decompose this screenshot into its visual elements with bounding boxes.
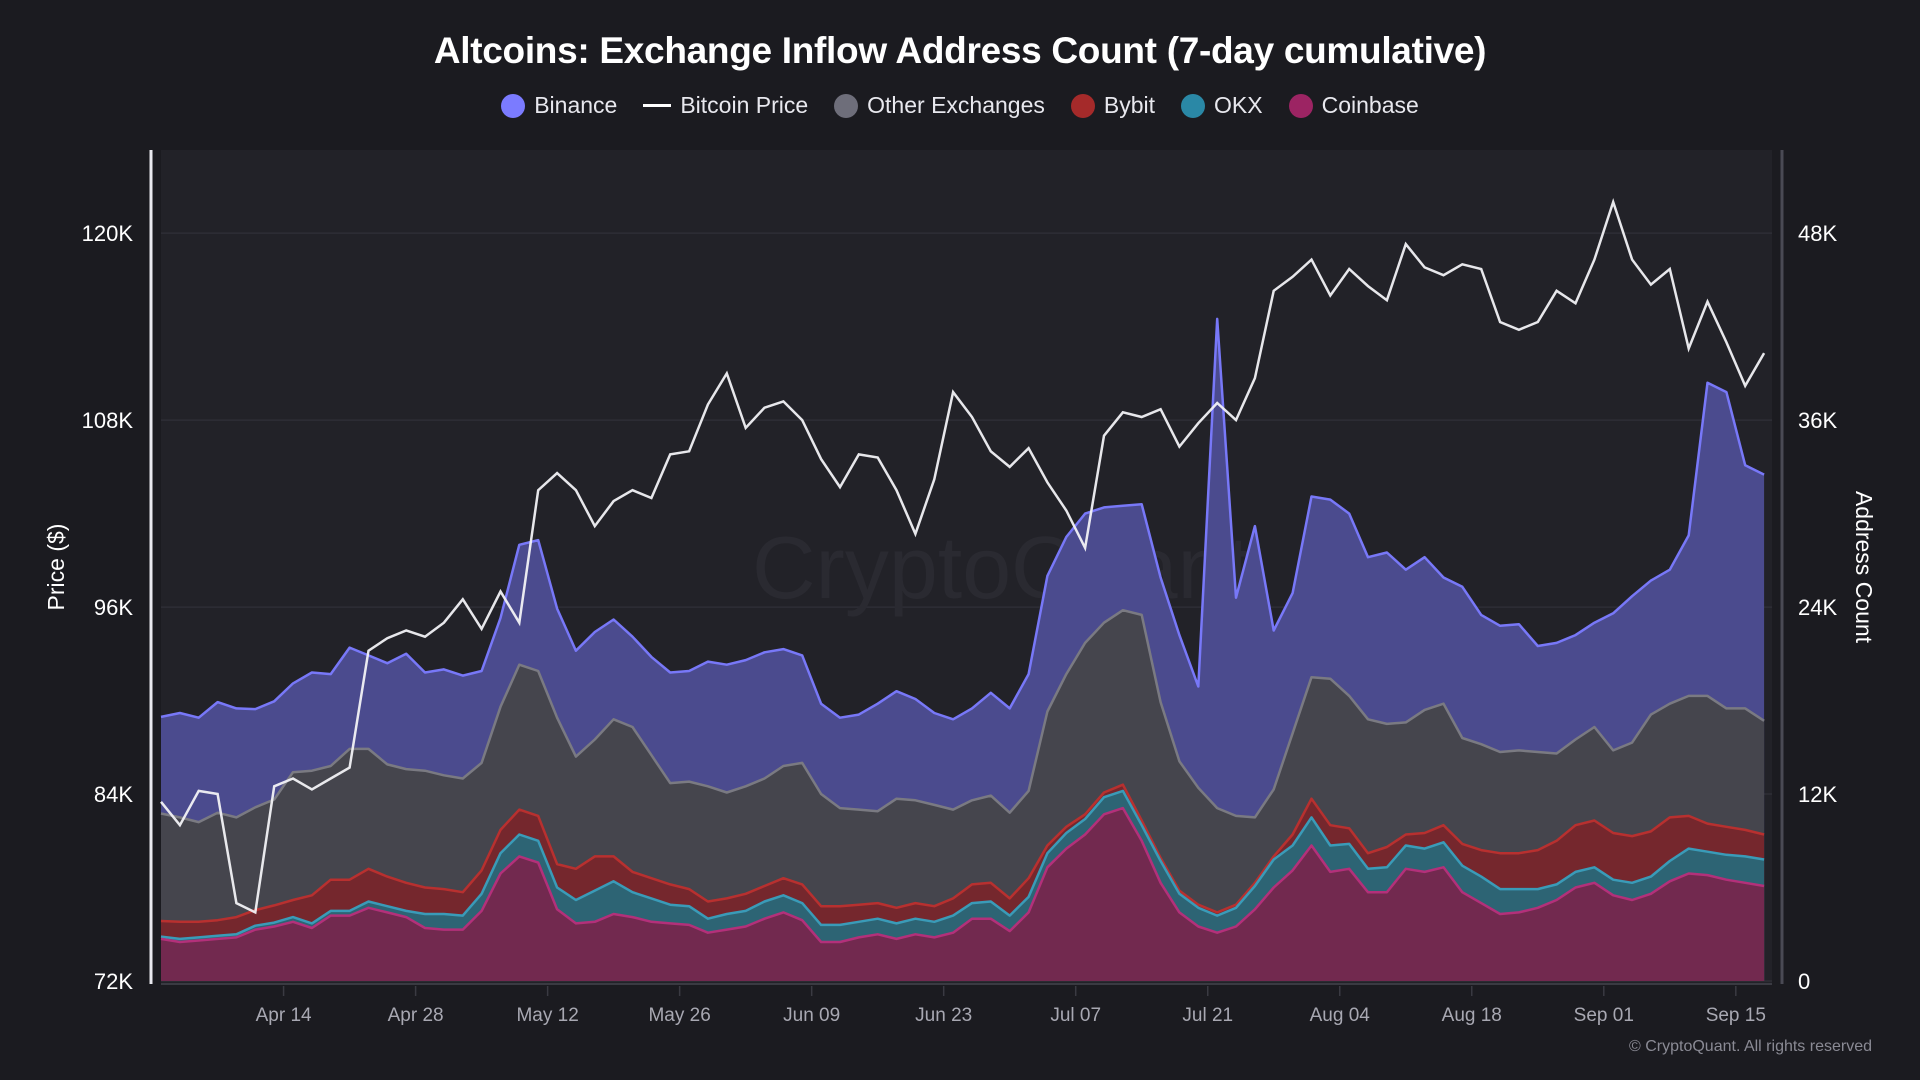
chart-title: Altcoins: Exchange Inflow Address Count …: [433, 30, 1487, 71]
x-tick-label: Aug 18: [1442, 1005, 1502, 1026]
legend-item-coinbase[interactable]: Coinbase: [1288, 92, 1419, 119]
legend-item-bybit[interactable]: Bybit: [1070, 92, 1156, 119]
legend-other-exchanges-dot-icon: [834, 93, 859, 118]
legend-coinbase-label: Coinbase: [1321, 92, 1419, 118]
x-tick-label: Jul 21: [1182, 1005, 1233, 1026]
legend-coinbase-dot-icon: [1288, 93, 1313, 118]
area-coinbase: [161, 808, 1765, 981]
legend-binance-dot-icon: [501, 93, 526, 118]
legend-bitcoin-price-label: Bitcoin Price: [680, 92, 809, 118]
x-tick-label: Jul 07: [1050, 1005, 1101, 1026]
legend-item-okx[interactable]: OKX: [1181, 92, 1263, 119]
x-tick-label: Aug 04: [1310, 1005, 1371, 1026]
left-axis-title: Price ($): [43, 524, 69, 611]
x-tick-label: Apr 14: [256, 1005, 312, 1026]
y-left-tick-label: 96K: [94, 595, 133, 620]
legend: Binance Bitcoin Price Other Exchanges By…: [0, 92, 1920, 119]
y-right-tick-label: 48K: [1798, 221, 1837, 246]
y-right-tick-label: 12K: [1798, 782, 1837, 807]
y-left-tick-label: 120K: [82, 221, 134, 246]
x-tick-label: Apr 28: [388, 1005, 444, 1026]
legend-binance-label: Binance: [534, 92, 618, 118]
legend-okx-label: OKX: [1214, 92, 1263, 118]
legend-item-binance[interactable]: Binance: [501, 92, 617, 119]
x-tick-label: May 26: [648, 1005, 710, 1026]
left-axis-ticks: 72K 84K 96K 108K 120K: [82, 221, 134, 994]
x-tick-label: Sep 01: [1574, 1005, 1634, 1026]
y-left-tick-label: 84K: [94, 782, 133, 807]
legend-bybit-dot-icon: [1070, 93, 1095, 118]
x-tick-label: May 12: [516, 1005, 578, 1026]
legend-item-bitcoin-price[interactable]: Bitcoin Price: [643, 92, 808, 119]
line-other-exchanges: [160, 608, 1765, 824]
line-bybit: [160, 783, 1765, 924]
legend-bybit-label: Bybit: [1103, 92, 1156, 118]
line-coinbase: [160, 806, 1765, 944]
x-tick-label: Sep 15: [1706, 1005, 1766, 1026]
legend-bitcoin-price-line-icon: [643, 104, 672, 107]
right-axis-title: Address Count: [1851, 491, 1877, 644]
legend-okx-dot-icon: [1181, 93, 1206, 118]
y-right-tick-label: 0: [1798, 969, 1810, 994]
line-bitcoin-price: [160, 197, 1766, 915]
stacked-areas: [160, 317, 1765, 981]
line-okx: [160, 789, 1765, 941]
right-axis-ticks: 0 12K 24K 36K 48K: [1798, 221, 1837, 994]
x-axis-ticks: Apr 14 Apr 28 May 12 May 26 Jun 09 Jun 23 Jul …: [256, 986, 1766, 1026]
legend-item-other-exchanges[interactable]: Other Exchanges: [834, 92, 1045, 119]
x-tick-label: Jun 23: [915, 1005, 972, 1026]
legend-other-exchanges-label: Other Exchanges: [867, 92, 1045, 118]
y-left-tick-label: 108K: [82, 408, 134, 433]
y-left-tick-label: 72K: [94, 969, 133, 994]
watermark: CryptoQuant: [752, 518, 1251, 617]
y-right-tick-label: 36K: [1798, 408, 1837, 433]
x-tick-label: Jun 09: [783, 1005, 840, 1026]
line-binance: [160, 317, 1765, 721]
price-line-group: [160, 197, 1766, 915]
copyright-notice: © CryptoQuant. All rights reserved: [1629, 1038, 1872, 1055]
y-right-tick-label: 24K: [1798, 595, 1837, 620]
